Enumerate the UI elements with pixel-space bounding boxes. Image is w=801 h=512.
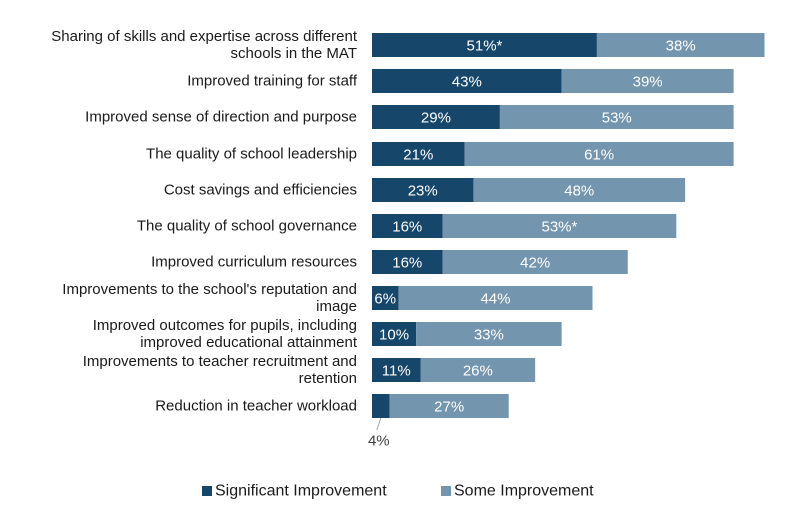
category-8-some-improvement-bar <box>398 286 593 310</box>
category-10-some-improvement-bar <box>420 358 536 382</box>
category-5-significant-improvement-bar <box>372 178 474 202</box>
category-4-significant-improvement-bar <box>372 142 465 166</box>
category-2-label: Improved training for staff <box>187 73 358 90</box>
category-9-some-improvement-value-label: 33% <box>474 327 504 344</box>
category-3-significant-improvement-bar <box>372 105 500 129</box>
callout-leader-line <box>376 417 382 431</box>
legend-label-some-improvement: Some Improvement <box>454 483 594 500</box>
category-4-significant-improvement-value-label: 21% <box>403 147 433 164</box>
legend: Significant Improvement Some Improvement <box>202 483 594 500</box>
category-9-significant-improvement-bar <box>372 322 417 346</box>
legend-label-significant-improvement: Significant Improvement <box>215 483 387 500</box>
callout-value-label: 4% <box>368 433 390 450</box>
category-11-significant-improvement-bar <box>372 394 390 418</box>
category-1-label-line-2: schools in the MAT <box>231 45 357 62</box>
category-3-significant-improvement-value-label: 29% <box>421 110 451 127</box>
category-7-significant-improvement-bar <box>372 250 443 274</box>
category-8-significant-improvement-bar <box>372 286 399 310</box>
category-1-significant-improvement-value-label: 51%* <box>467 38 503 55</box>
category-3-some-improvement-bar <box>499 105 734 129</box>
category-8-label-line-1: Improvements to the school's reputation … <box>62 281 357 298</box>
category-labels: Sharing of skills and expertise across d… <box>51 28 358 415</box>
category-4-label: The quality of school leadership <box>146 146 357 163</box>
category-2-significant-improvement-bar <box>372 69 562 93</box>
legend-swatch-some-improvement <box>441 486 451 496</box>
category-2-significant-improvement-value-label: 43% <box>452 74 482 91</box>
bars: 51%* 38% 43% 39% 29% 53% 21% 61% 23% 48% 16% 53%* 16… <box>368 33 765 450</box>
category-4-some-improvement-value-label: 61% <box>584 147 614 164</box>
category-10-label-line-1: Improvements to teacher recruitment and <box>83 353 357 370</box>
category-1-some-improvement-bar <box>596 33 765 57</box>
category-6-significant-improvement-value-label: 16% <box>392 219 422 236</box>
category-9-significant-improvement-value-label: 10% <box>379 327 409 344</box>
category-9-label-line-2: improved educational attainment <box>140 334 358 351</box>
category-5-some-improvement-value-label: 48% <box>564 183 594 200</box>
category-6-some-improvement-bar <box>442 214 677 238</box>
category-5-label: Cost savings and efficiencies <box>164 182 357 199</box>
category-8-some-improvement-value-label: 44% <box>480 291 510 308</box>
category-2-some-improvement-value-label: 39% <box>633 74 663 91</box>
category-3-some-improvement-value-label: 53% <box>602 110 632 127</box>
category-4-some-improvement-bar <box>464 142 734 166</box>
legend-swatch-significant-improvement <box>202 486 212 496</box>
category-8-label-line-2: image <box>316 298 357 315</box>
category-1-significant-improvement-bar <box>372 33 597 57</box>
category-7-significant-improvement-value-label: 16% <box>392 255 422 272</box>
category-9-label-line-1: Improved outcomes for pupils, including <box>93 317 357 334</box>
category-11-label: Reduction in teacher workload <box>155 398 357 415</box>
category-5-some-improvement-bar <box>473 178 686 202</box>
category-6-significant-improvement-bar <box>372 214 443 238</box>
category-2-some-improvement-bar <box>561 69 734 93</box>
category-1-label-line-1: Sharing of skills and expertise across d… <box>51 28 358 45</box>
category-3-label: Improved sense of direction and purpose <box>85 109 357 126</box>
category-8-significant-improvement-value-label: 6% <box>374 291 396 308</box>
category-5-significant-improvement-value-label: 23% <box>408 183 438 200</box>
category-11-some-improvement-bar <box>389 394 509 418</box>
category-10-significant-improvement-value-label: 11% <box>382 363 411 380</box>
category-6-label: The quality of school governance <box>137 218 357 235</box>
category-10-label-line-2: retention <box>299 370 357 387</box>
category-9-some-improvement-bar <box>416 322 562 346</box>
category-10-some-improvement-value-label: 26% <box>463 363 493 380</box>
category-1-some-improvement-value-label: 38% <box>666 38 696 55</box>
category-7-label: Improved curriculum resources <box>151 254 357 271</box>
category-6-some-improvement-value-label: 53%* <box>541 219 577 236</box>
category-10-significant-improvement-bar <box>372 358 421 382</box>
category-11-some-improvement-value-label: 27% <box>434 399 464 416</box>
category-7-some-improvement-bar <box>442 250 628 274</box>
category-7-some-improvement-value-label: 42% <box>520 255 550 272</box>
